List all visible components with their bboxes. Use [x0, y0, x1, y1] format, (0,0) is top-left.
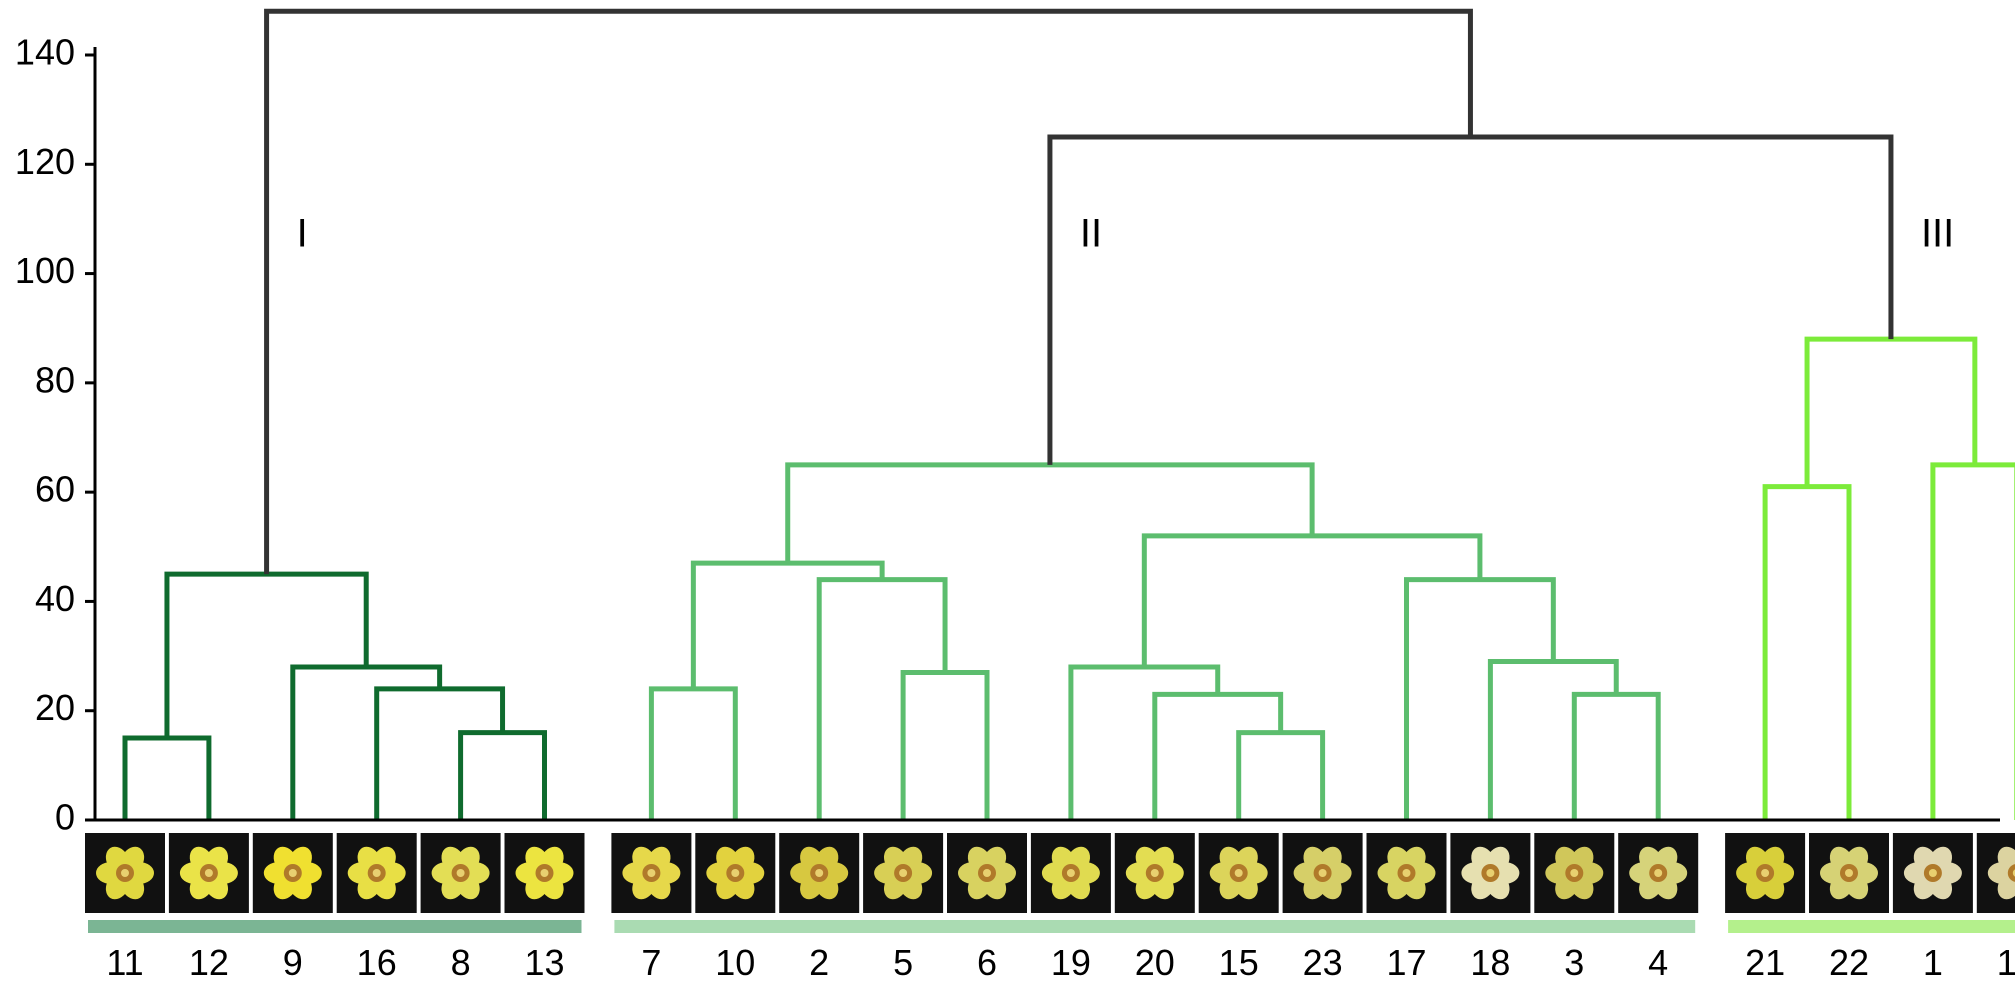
- link-m13: [1571, 691, 1661, 820]
- cluster-label-2: II: [1080, 211, 1102, 255]
- link-m7: [900, 669, 990, 820]
- flower-thumbnail-15: [1198, 833, 1279, 913]
- cluster-labels: I II III: [297, 211, 1955, 255]
- flower-thumbnail-2: [779, 833, 860, 913]
- cluster-bar-1: [88, 920, 582, 933]
- cluster-label-1: I: [297, 211, 308, 255]
- leaf-label: 17: [1386, 942, 1426, 983]
- flower-thumbnail-4: [1618, 833, 1699, 913]
- link-m18: [1762, 484, 1852, 820]
- leaf-label: 5: [893, 942, 913, 983]
- y-tick-label: 120: [15, 141, 75, 182]
- flower-thumbnail-7: [611, 833, 692, 913]
- flower-thumbnail-23: [1282, 833, 1363, 913]
- leaf-label: 3: [1564, 942, 1584, 983]
- y-tick-label: 80: [35, 359, 75, 400]
- flower-thumbnail-19: [1030, 833, 1111, 913]
- flower-thumbnail-5: [863, 833, 944, 913]
- dendrogram-links: [122, 8, 2015, 820]
- link-m9: [690, 560, 885, 689]
- flower-thumbnail-6: [947, 833, 1027, 913]
- link-m14: [1487, 659, 1619, 820]
- leaf-label: 7: [641, 942, 661, 983]
- flower-thumbnail-22: [1809, 833, 1889, 913]
- flower-thumbnail-16: [336, 833, 417, 913]
- leaf-label: 19: [1051, 942, 1091, 983]
- leaf-label: 14: [1997, 942, 2015, 983]
- y-tick-label: 20: [35, 687, 75, 728]
- flower-thumbnail-21: [1725, 833, 1806, 913]
- cluster-bars: [88, 920, 2015, 933]
- leaf-label: 1: [1923, 942, 1943, 983]
- flower-thumbnail-8: [420, 833, 501, 913]
- flower-thumbnail-10: [695, 833, 776, 913]
- link-m11: [1152, 691, 1284, 820]
- link-m22: [264, 8, 1473, 575]
- cluster-bar-3: [1728, 920, 2015, 933]
- leaf-label: 18: [1470, 942, 1510, 983]
- link-m10: [1236, 730, 1326, 820]
- link-m17: [785, 462, 1315, 564]
- leaf-label: 15: [1219, 942, 1259, 983]
- flower-thumbnail-13: [504, 833, 585, 913]
- link-m19: [1930, 462, 2015, 820]
- leaf-label: 20: [1135, 942, 1175, 983]
- link-m16: [1141, 533, 1483, 667]
- link-m20: [1804, 336, 1978, 487]
- y-axis: 0 20 40 60 80 100 120 140: [15, 32, 2000, 838]
- leaf-label: 13: [524, 942, 564, 983]
- flower-thumbnail-1: [1892, 833, 1973, 913]
- flower-thumbnail-20: [1114, 833, 1195, 913]
- cluster-bar-2: [614, 920, 1696, 933]
- flower-thumbnail-17: [1366, 833, 1447, 913]
- flower-thumbnail-3: [1534, 833, 1615, 913]
- leaf-label: 21: [1745, 942, 1785, 983]
- leaf-label: 2: [809, 942, 829, 983]
- link-m15: [1404, 577, 1556, 820]
- flower-thumbnail-strip: [85, 833, 2015, 913]
- link-m12: [1068, 664, 1221, 820]
- leaf-label: 22: [1829, 942, 1869, 983]
- link-m21: [1047, 134, 1894, 465]
- leaf-label: 12: [189, 942, 229, 983]
- leaf-labels: 11 12 9 16 8 13 7 10 2 5 6 19 20 15 23 17 18 3 4 21 22 1 14: [106, 942, 2015, 983]
- y-tick-label: 140: [15, 32, 75, 73]
- link-m5: [164, 571, 369, 739]
- leaf-label: 16: [357, 942, 397, 983]
- flower-thumbnail-18: [1450, 833, 1531, 913]
- y-tick-label: 0: [55, 797, 75, 838]
- link-m6: [648, 686, 738, 820]
- leaf-label: 11: [106, 942, 143, 983]
- leaf-label: 6: [977, 942, 997, 983]
- flower-thumbnail-9: [252, 833, 333, 913]
- link-m8: [816, 577, 948, 820]
- leaf-label: 23: [1303, 942, 1343, 983]
- leaf-label: 9: [283, 942, 303, 983]
- y-tick-label: 40: [35, 578, 75, 619]
- y-tick-label: 60: [35, 469, 75, 510]
- leaf-label: 4: [1648, 942, 1668, 983]
- flower-thumbnail-12: [168, 833, 249, 913]
- link-m1: [122, 735, 212, 820]
- link-m2: [458, 730, 547, 820]
- cluster-label-3: III: [1921, 211, 1954, 255]
- flower-thumbnail-14: [1976, 833, 2015, 913]
- flower-thumbnail-11: [85, 833, 165, 913]
- link-m3: [374, 686, 506, 820]
- leaf-label: 8: [451, 942, 471, 983]
- leaf-label: 10: [715, 942, 755, 983]
- y-tick-label: 100: [15, 250, 75, 291]
